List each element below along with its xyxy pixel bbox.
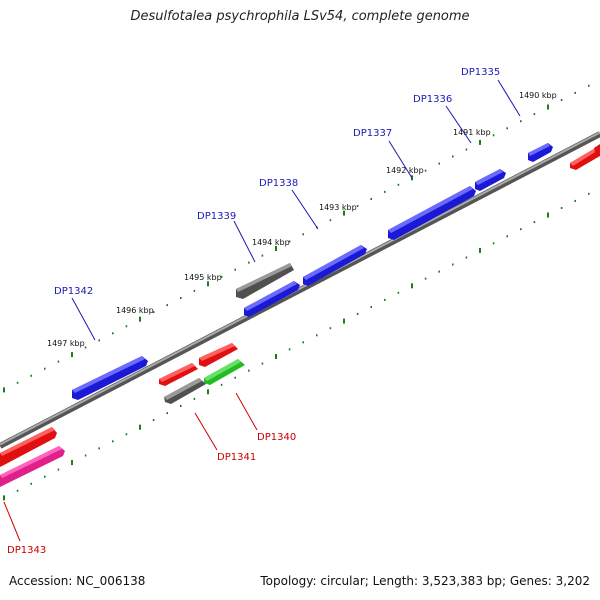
leader-line-dp1343 [3,501,21,542]
accession-text: Accession: NC_006138 [9,574,146,588]
gene-label-dp1342[interactable]: DP1342 [54,286,93,297]
leader-line-dp1337 [388,140,413,179]
gene-label-dp1339[interactable]: DP1339 [197,211,236,222]
leader-line-dp1335 [497,79,521,117]
page-title: Desulfotalea psychrophila LSv54, complet… [130,9,470,24]
gene-dp1337[interactable] [388,186,476,240]
scale-label: 1490 kbp [519,91,557,100]
gene-dp1340-red[interactable] [199,343,238,367]
scale-label: 1491 kbp [453,128,491,137]
gene-dp1342[interactable] [72,356,148,400]
gene-dp1343[interactable] [0,446,65,487]
genome-summary-text: Topology: circular; Length: 3,523,383 bp… [260,574,590,588]
leader-line-dp1339 [233,220,256,263]
scale-label: 1492 kbp [386,166,424,175]
gene-label-dp1337[interactable]: DP1337 [353,128,392,139]
genome-backbone [0,131,600,449]
gene-dp1343-red[interactable] [0,427,57,467]
genome-backbone-highlight [0,131,600,446]
scale-label: 1493 kbp [319,203,357,212]
gene-right-edge-red[interactable] [570,146,600,170]
scale-label: 1496 kbp [116,306,154,315]
gene-dp1338[interactable] [303,245,367,286]
gene-dp1341[interactable] [164,378,206,404]
leader-line-dp1342 [71,297,96,341]
gene-right-edge-red-2[interactable] [594,144,600,156]
scale-label: 1497 kbp [47,339,85,348]
gene-dp1335[interactable] [528,143,553,162]
scale-label: 1495 kbp [184,273,222,282]
gene-dp1341-red[interactable] [159,363,198,386]
gene-label-dp1341[interactable]: DP1341 [217,452,256,463]
gene-label-dp1338[interactable]: DP1338 [259,178,298,189]
gene-label-dp1335[interactable]: DP1335 [461,67,500,78]
gene-label-dp1343[interactable]: DP1343 [7,545,46,556]
gene-label-dp1340[interactable]: DP1340 [257,432,296,443]
leader-line-dp1338 [291,189,319,230]
scale-label: 1494 kbp [252,238,290,247]
leader-line-dp1340 [235,392,258,431]
leader-line-dp1336 [445,105,472,144]
gene-dp1339[interactable] [244,281,300,317]
leader-line-dp1341 [194,412,218,451]
gene-dp1339-grey[interactable] [236,263,294,299]
gene-dp1340[interactable] [204,359,245,385]
gene-dp1336[interactable] [475,169,506,191]
gene-label-dp1336[interactable]: DP1336 [413,94,452,105]
